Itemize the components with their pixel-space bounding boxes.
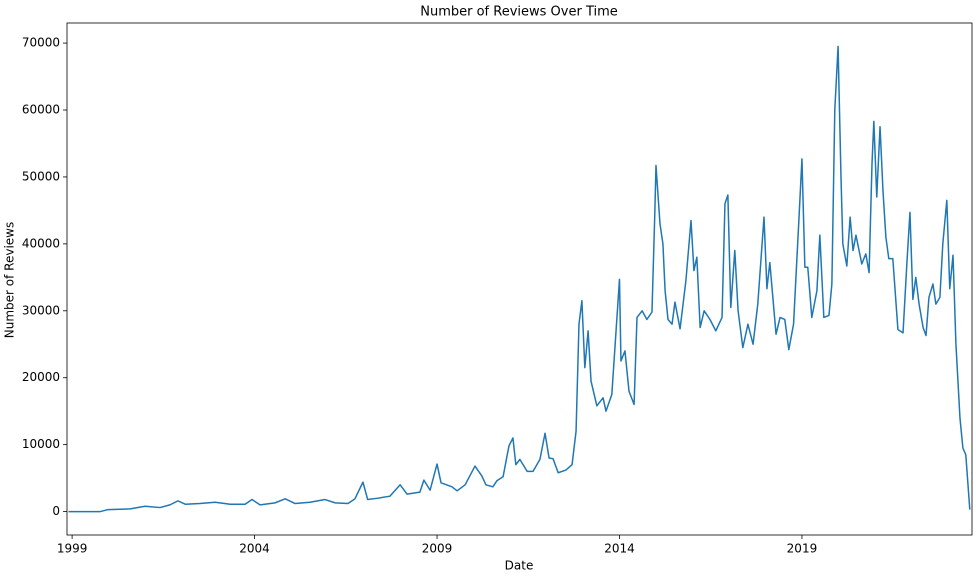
chart-title: Number of Reviews Over Time	[420, 5, 618, 20]
y-tick-label: 10000	[22, 437, 60, 451]
y-tick-label: 30000	[22, 303, 60, 317]
y-tick-label: 40000	[22, 236, 60, 250]
y-tick-label: 60000	[22, 103, 60, 117]
data-line	[68, 45, 971, 513]
x-tick-label: 2009	[422, 542, 453, 556]
y-tick-label: 0	[52, 504, 60, 518]
x-tick-label: 1999	[57, 542, 88, 556]
y-tick-label: 50000	[22, 169, 60, 183]
plot-frame	[66, 22, 973, 536]
y-axis-label: Number of Reviews	[3, 222, 17, 338]
x-tick-label: 2004	[239, 542, 270, 556]
x-tick-label: 2014	[604, 542, 635, 556]
y-tick-label: 70000	[22, 36, 60, 50]
y-tick-label: 20000	[22, 370, 60, 384]
x-axis-label: Date	[505, 559, 534, 573]
x-tick-label: 2019	[787, 542, 818, 556]
